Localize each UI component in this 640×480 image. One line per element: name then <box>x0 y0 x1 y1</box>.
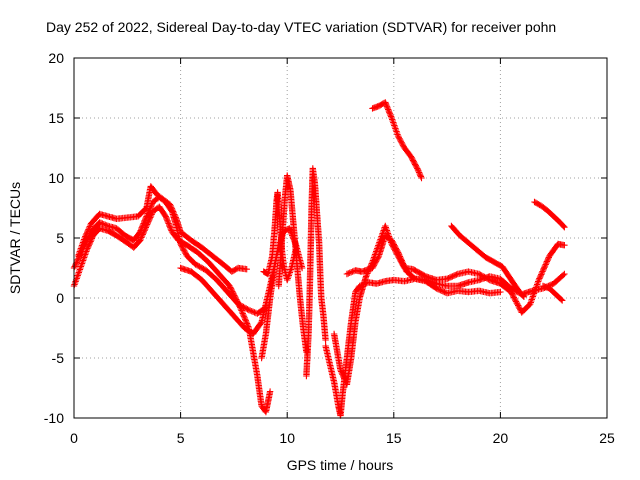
y-tick-label: -10 <box>44 410 64 426</box>
series-spike-h <box>303 165 329 380</box>
x-tick-label: 0 <box>70 430 78 446</box>
y-tick-label: 5 <box>56 230 64 246</box>
x-tick-label: 15 <box>386 430 402 446</box>
series-arc-m <box>448 222 528 300</box>
y-tick-label: 10 <box>48 170 64 186</box>
y-tick-label: 0 <box>56 290 64 306</box>
series-arc-c <box>75 183 250 275</box>
series-spike-g <box>260 189 288 278</box>
x-tick-label: 5 <box>177 430 185 446</box>
series-arc-a <box>70 203 274 416</box>
data-marks <box>70 203 274 416</box>
series-arc-n <box>531 198 568 231</box>
data-marks <box>448 222 528 300</box>
data-marks <box>260 189 288 278</box>
data-marks <box>75 183 250 275</box>
axis-ticks: 0 5 10 15 20 25 -10 -5 0 5 10 15 20 <box>44 50 615 446</box>
y-axis-label: SDTVAR / TECUs <box>7 182 23 294</box>
data-points <box>70 99 568 419</box>
data-marks <box>369 99 425 182</box>
data-marks <box>303 165 329 380</box>
data-marks <box>531 198 568 231</box>
data-marks <box>343 232 504 297</box>
data-marks <box>539 282 566 304</box>
x-axis-label: GPS time / hours <box>287 457 394 473</box>
series-arc-j <box>330 222 568 388</box>
series-arc-o <box>539 282 566 304</box>
y-tick-label: 20 <box>48 50 64 66</box>
chart-title: Day 252 of 2022, Sidereal Day-to-day VTE… <box>46 19 556 35</box>
series-arc-l <box>369 99 425 182</box>
y-tick-label: 15 <box>48 110 64 126</box>
x-tick-label: 10 <box>279 430 295 446</box>
x-tick-label: 25 <box>599 430 615 446</box>
y-tick-label: -5 <box>52 350 65 366</box>
series-arc-k <box>343 232 504 297</box>
x-tick-label: 20 <box>493 430 509 446</box>
data-marks <box>330 222 568 388</box>
